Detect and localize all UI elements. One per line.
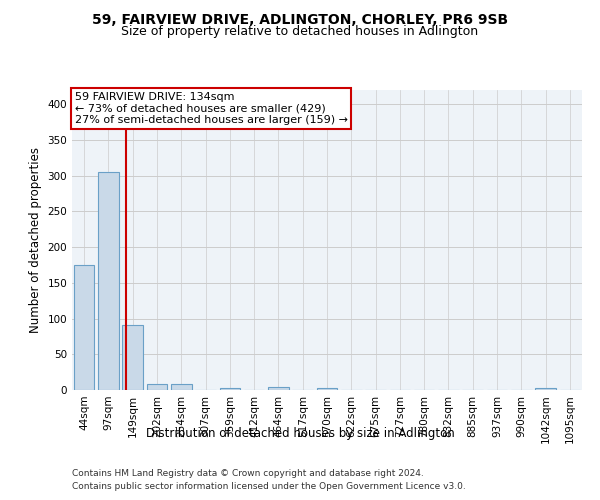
Bar — [220, 388, 240, 390]
Bar — [535, 388, 556, 390]
Text: Distribution of detached houses by size in Adlington: Distribution of detached houses by size … — [146, 428, 454, 440]
Bar — [74, 265, 94, 390]
Y-axis label: Number of detached properties: Number of detached properties — [29, 147, 42, 333]
Text: Contains public sector information licensed under the Open Government Licence v3: Contains public sector information licen… — [72, 482, 466, 491]
Bar — [122, 325, 143, 390]
Text: Size of property relative to detached houses in Adlington: Size of property relative to detached ho… — [121, 25, 479, 38]
Bar — [317, 388, 337, 390]
Bar — [98, 172, 119, 390]
Text: 59 FAIRVIEW DRIVE: 134sqm
← 73% of detached houses are smaller (429)
27% of semi: 59 FAIRVIEW DRIVE: 134sqm ← 73% of detac… — [74, 92, 347, 124]
Text: Contains HM Land Registry data © Crown copyright and database right 2024.: Contains HM Land Registry data © Crown c… — [72, 468, 424, 477]
Text: 59, FAIRVIEW DRIVE, ADLINGTON, CHORLEY, PR6 9SB: 59, FAIRVIEW DRIVE, ADLINGTON, CHORLEY, … — [92, 12, 508, 26]
Bar — [146, 384, 167, 390]
Bar — [268, 387, 289, 390]
Bar — [171, 384, 191, 390]
